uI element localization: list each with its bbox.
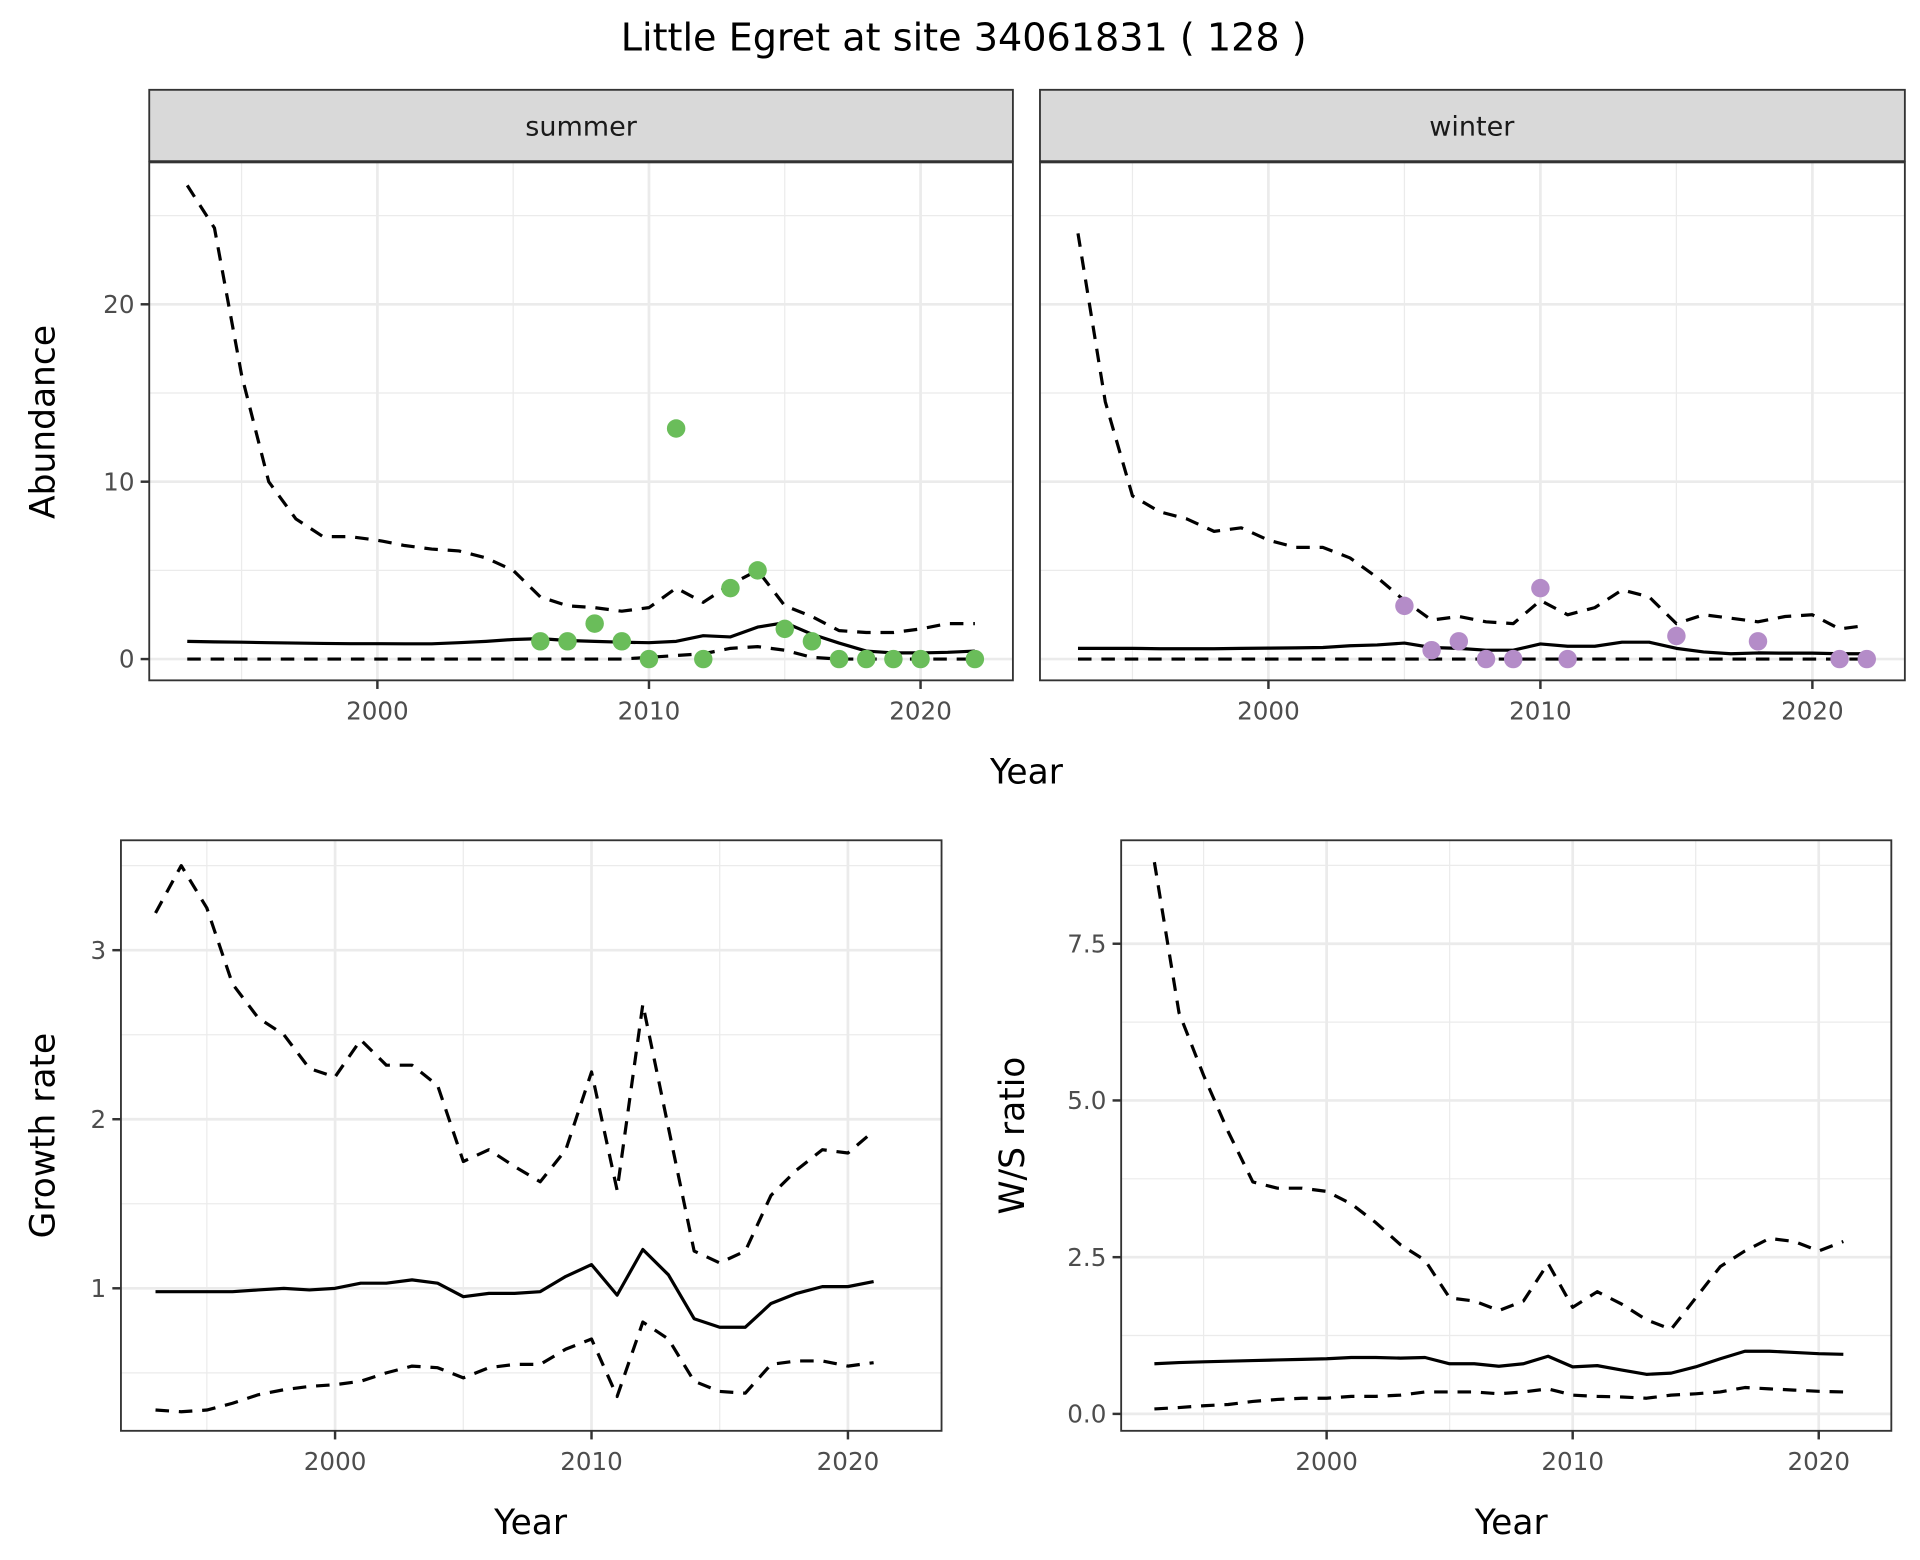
x-axis-title-ratio: Year: [1474, 1503, 1549, 1543]
data-point: [1830, 649, 1849, 669]
upper-bound-line: [1076, 233, 1868, 631]
x-tick-label: 2010: [1541, 1447, 1604, 1476]
x-tick-label: 2020: [817, 1447, 880, 1476]
data-point: [1531, 578, 1550, 598]
data-point: [1449, 632, 1469, 651]
x-axis-title-growth: Year: [493, 1503, 568, 1543]
x-tick-label: 2000: [1295, 1447, 1358, 1476]
data-point: [965, 649, 985, 669]
data-point: [802, 632, 822, 651]
data-point: [531, 632, 550, 651]
data-point: [639, 649, 659, 669]
y-axis-title-ratio: W/S ratio: [993, 1057, 1033, 1215]
y-tick-label: 0.0: [1067, 1400, 1106, 1429]
y-tick-label: 0: [119, 645, 135, 674]
data-point: [1503, 649, 1523, 669]
upper-bound-line: [154, 864, 875, 1265]
facet-label-winter: winter: [1429, 111, 1515, 142]
mean-line: [155, 1247, 874, 1329]
facet-strip: [1039, 88, 1906, 163]
x-tick-label: 2020: [1787, 1447, 1850, 1476]
data-point: [558, 632, 577, 651]
x-tick-label: 2000: [346, 697, 409, 726]
panel-ratio: 2000 2010 2020 0.0 2.5 5.0 7.5: [1067, 839, 1893, 1476]
y-tick-label: 20: [103, 290, 134, 319]
data-point: [1422, 640, 1441, 660]
data-point: [1558, 649, 1577, 669]
x-tick-label: 2010: [560, 1447, 623, 1476]
mean-line: [1077, 640, 1867, 656]
upper-bound-line: [1152, 861, 1844, 1331]
x-tick-label: 2000: [304, 1447, 367, 1476]
data-point: [612, 632, 632, 651]
data-point: [884, 649, 903, 669]
y-axis-title-growth: Growth rate: [24, 1033, 64, 1239]
data-point: [911, 649, 930, 669]
x-tick-label: 2020: [1781, 697, 1844, 726]
data-point: [1476, 649, 1496, 669]
data-point: [721, 578, 740, 598]
data-point: [694, 649, 713, 669]
x-tick-label: 2010: [1509, 697, 1572, 726]
data-point: [1748, 632, 1768, 651]
panel-winter: 2000 2010 2020: [1039, 88, 1906, 726]
chart-title: Little Egret at site 34061831 ( 128 ): [621, 15, 1307, 59]
y-tick-label: 7.5: [1067, 929, 1106, 958]
panel-growth: 2000 2010 2020 1 2 3: [91, 839, 943, 1476]
panel-border: [148, 161, 1014, 682]
x-tick-label: 2010: [618, 697, 681, 726]
y-tick-label: 2.5: [1067, 1243, 1106, 1272]
panel-border: [120, 839, 943, 1432]
y-tick-label: 1: [91, 1274, 107, 1303]
panel-border: [1039, 161, 1906, 682]
y-tick-label: 5.0: [1067, 1086, 1106, 1115]
mean-line: [187, 621, 975, 655]
lower-bound-line: [155, 1320, 874, 1414]
data-point: [1667, 626, 1686, 646]
facet-strip: [148, 88, 1014, 163]
upper-bound-line: [185, 184, 975, 635]
x-axis-title-top: Year: [989, 753, 1064, 793]
facet-label-summer: summer: [525, 111, 638, 142]
y-tick-label: 10: [103, 467, 134, 496]
y-tick-label: 3: [91, 936, 107, 965]
panel-border: [1120, 839, 1893, 1432]
x-tick-label: 2020: [889, 697, 952, 726]
data-point: [748, 561, 767, 580]
data-point: [1857, 649, 1877, 669]
data-point: [857, 649, 876, 669]
data-point: [666, 419, 686, 438]
data-point: [829, 649, 849, 669]
data-point: [1395, 596, 1414, 616]
data-point: [585, 614, 604, 633]
mean-line: [1154, 1349, 1844, 1376]
panel-summer: 2000 2010 2020 0 10 20: [103, 88, 1014, 726]
y-tick-label: 2: [91, 1105, 107, 1134]
x-tick-label: 2000: [1237, 697, 1300, 726]
data-point: [775, 619, 794, 639]
y-axis-title-top: Abundance: [24, 325, 64, 519]
